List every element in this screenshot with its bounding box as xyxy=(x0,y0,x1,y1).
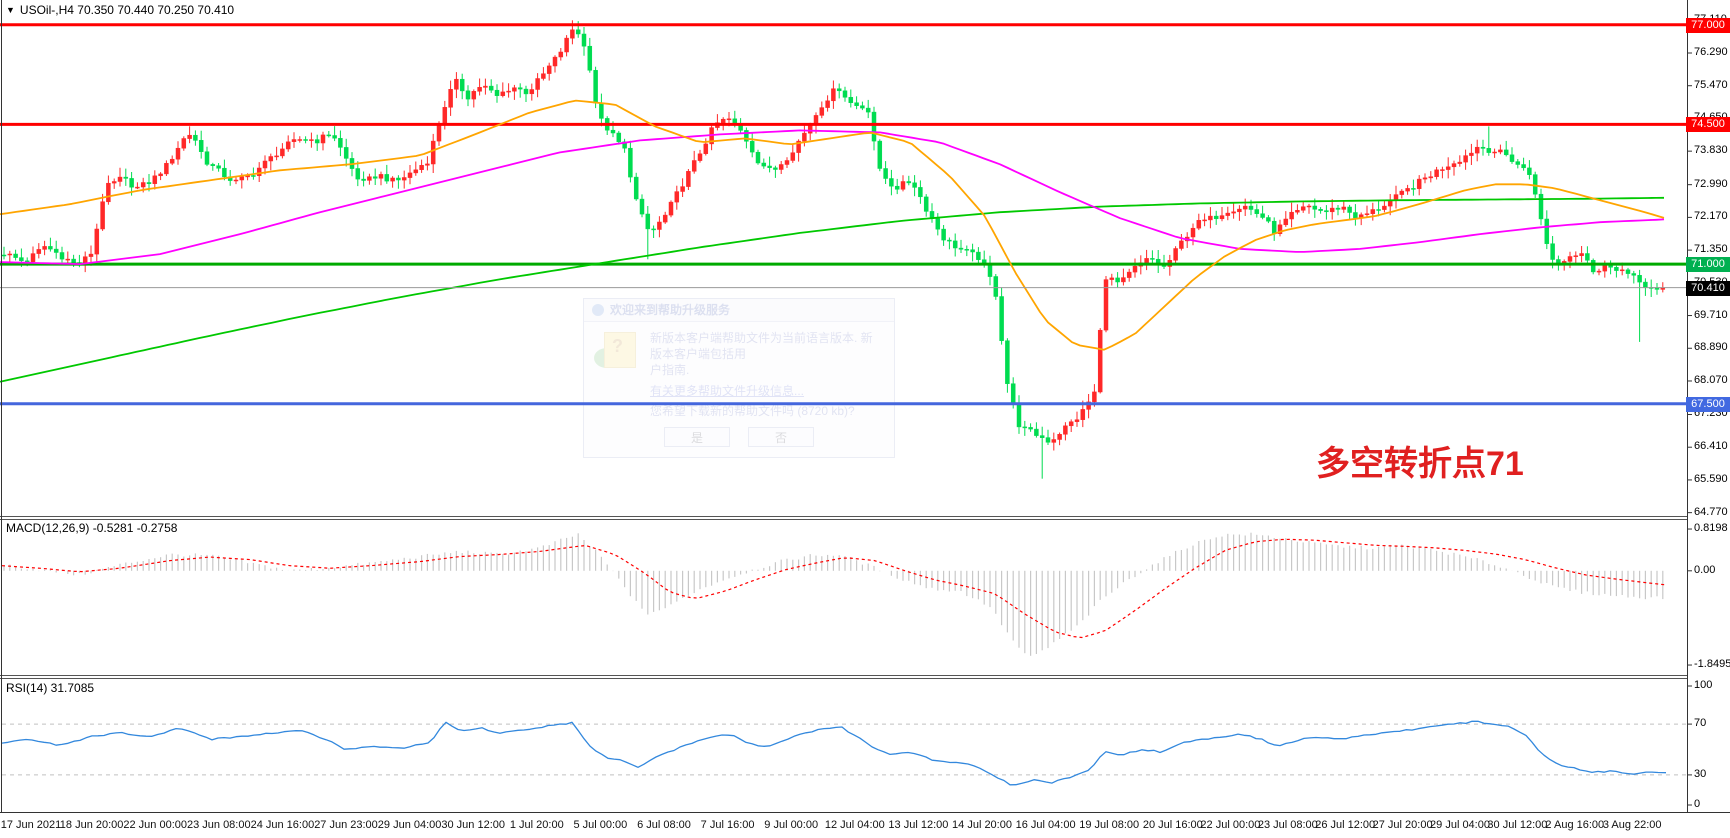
time-tick-label: 19 Jul 08:00 xyxy=(1079,819,1140,831)
macd-tick-label: 0.8198 xyxy=(1694,522,1728,535)
chart-symbol-timeframe: USOil-,H4 xyxy=(19,3,74,17)
time-tick-label: 13 Jul 12:00 xyxy=(888,819,949,831)
price-tick-label: 65.590 xyxy=(1694,472,1728,485)
price-tick-label: 66.410 xyxy=(1694,440,1728,453)
price-badge-74.500: 74.500 xyxy=(1686,117,1730,133)
time-tick-label: 14 Jul 20:00 xyxy=(952,819,1012,831)
time-tick-label: 2 Aug 16:00 xyxy=(1545,819,1605,831)
price-tick-label: 76.290 xyxy=(1694,46,1728,58)
dialog-title-icon xyxy=(592,304,604,316)
rsi-tick-label: 100 xyxy=(1694,679,1713,691)
time-tick-label: 9 Jul 00:00 xyxy=(764,819,819,831)
price-badge-67.500: 67.500 xyxy=(1686,396,1730,412)
dialog-yes-button[interactable]: 是 xyxy=(664,426,730,447)
time-tick-label: 29 Jun 04:00 xyxy=(377,819,442,831)
dialog-title: 欢迎来到帮助升级服务 xyxy=(610,303,731,317)
time-tick-label: 6 Jul 08:00 xyxy=(637,819,691,831)
price-badge-71.000: 71.000 xyxy=(1686,257,1730,273)
help-file-icon: ? xyxy=(594,330,638,374)
rsi-tick-label: 70 xyxy=(1694,717,1707,730)
rsi-panel-separator-inner xyxy=(0,678,1687,679)
time-tick-label: 5 Jul 00:00 xyxy=(573,819,628,831)
price-tick-label: 68.070 xyxy=(1694,373,1728,386)
help-upgrade-dialog-watermark: 欢迎来到帮助升级服务 ? 新版本客户端帮助文件为当前语言版本. 新版本客户端包括… xyxy=(583,298,895,458)
dialog-no-button[interactable]: 否 xyxy=(748,426,814,447)
price-tick-label: 72.990 xyxy=(1694,177,1728,190)
time-tick-label: 12 Jul 04:00 xyxy=(824,819,885,831)
time-tick-label: 20 Jul 16:00 xyxy=(1142,819,1203,831)
price-tick-label: 72.170 xyxy=(1694,210,1728,223)
macd-panel-separator-inner xyxy=(0,519,1687,520)
price-tick-label: 64.770 xyxy=(1694,505,1728,518)
time-tick-label: 26 Jul 12:00 xyxy=(1315,819,1376,831)
chart-legend: ▼ USOil-,H4 70.350 70.440 70.250 70.410 xyxy=(6,3,234,17)
macd-panel-separator[interactable] xyxy=(0,516,1687,517)
rsi-panel-separator[interactable] xyxy=(0,675,1687,676)
price-badge-70.410: 70.410 xyxy=(1686,280,1730,296)
time-tick-label: 17 Jun 2021 xyxy=(0,819,62,831)
time-tick-label: 30 Jun 12:00 xyxy=(441,819,505,831)
time-tick-label: 30 Jul 12:00 xyxy=(1487,819,1548,831)
time-tick-label: 24 Jun 16:00 xyxy=(250,819,315,831)
time-tick-label: 23 Jun 08:00 xyxy=(186,819,251,831)
price-tick-label: 68.890 xyxy=(1694,341,1728,354)
macd-indicator-label: MACD(12,26,9) -0.5281 -0.2758 xyxy=(6,521,178,535)
price-tick-label: 71.350 xyxy=(1694,243,1728,256)
time-tick-label: 29 Jul 04:00 xyxy=(1430,819,1490,831)
dialog-question: 您希望下载新的帮助文件吗 (8720 kb)? xyxy=(650,403,855,418)
rsi-tick-label: 30 xyxy=(1694,767,1707,780)
time-tick-label: 23 Jul 08:00 xyxy=(1257,819,1318,831)
time-tick-label: 18 Jun 20:00 xyxy=(59,819,124,831)
rsi-indicator-label: RSI(14) 31.7085 xyxy=(6,681,95,695)
price-badge-77.000: 77.000 xyxy=(1686,17,1730,33)
dialog-title-bar: 欢迎来到帮助升级服务 xyxy=(584,299,894,322)
time-tick-label: 27 Jul 20:00 xyxy=(1372,819,1433,831)
macd-tick-label: 0.00 xyxy=(1694,563,1716,576)
time-tick-label: 7 Jul 16:00 xyxy=(700,819,755,831)
rsi-tick-label: 0 xyxy=(1694,798,1701,810)
macd-tick-label: -1.8495 xyxy=(1694,658,1730,671)
time-tick-label: 27 Jun 23:00 xyxy=(314,819,378,831)
time-tick-label: 22 Jun 00:00 xyxy=(123,819,187,831)
time-tick-label: 3 Aug 22:00 xyxy=(1602,819,1662,831)
annotation-text: 多空转折点71 xyxy=(1316,445,1524,483)
time-tick-label: 16 Jul 04:00 xyxy=(1015,819,1076,831)
chart-ohlc-values: 70.350 70.440 70.250 70.410 xyxy=(77,3,235,17)
chart-collapse-icon[interactable]: ▼ xyxy=(6,5,15,15)
chart-left-border xyxy=(1,0,2,812)
price-tick-label: 73.830 xyxy=(1694,144,1728,157)
time-axis: 17 Jun 2021 18 Jun 20:00 22 Jun 00:00 23 Ju… xyxy=(0,812,1730,838)
price-tick-label: 75.470 xyxy=(1694,78,1728,91)
dialog-body: ? 新版本客户端帮助文件为当前语言版本. 新版本客户端包括用 户指南. 有关更多帮… xyxy=(584,322,894,421)
price-tick-label: 69.710 xyxy=(1694,308,1728,321)
time-tick-label: 1 Jul 20:00 xyxy=(509,819,564,831)
time-tick-label: 22 Jul 00:00 xyxy=(1200,819,1261,831)
dialog-upgrade-link[interactable]: 有关更多帮助文件升级信息... xyxy=(650,383,805,398)
dialog-body-text: 新版本客户端帮助文件为当前语言版本. 新版本客户端包括用 户指南. xyxy=(650,331,873,378)
